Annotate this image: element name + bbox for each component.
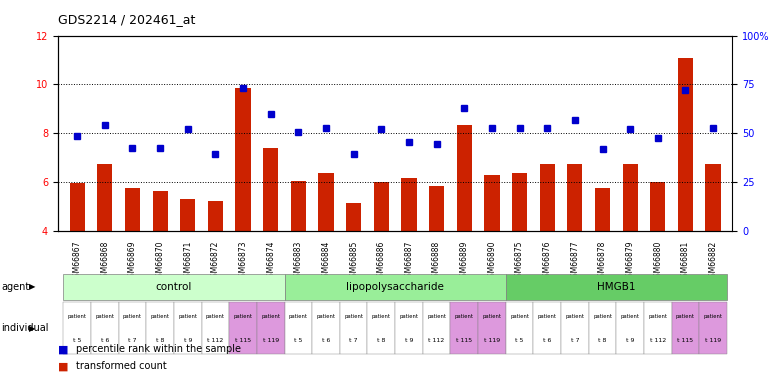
- Bar: [208, 201, 223, 231]
- Text: ■: ■: [58, 361, 69, 371]
- Text: t 9: t 9: [405, 338, 413, 343]
- Bar: [567, 164, 582, 231]
- Text: patient: patient: [565, 314, 584, 319]
- Text: patient: patient: [289, 314, 308, 319]
- Text: patient: patient: [178, 314, 197, 319]
- Bar: [318, 173, 334, 231]
- Text: t 119: t 119: [263, 338, 279, 343]
- Text: t 112: t 112: [650, 338, 666, 343]
- Text: t 7: t 7: [349, 338, 358, 343]
- Text: t 5: t 5: [73, 338, 82, 343]
- Text: patient: patient: [372, 314, 391, 319]
- Bar: [69, 183, 85, 231]
- Bar: [97, 164, 113, 231]
- Text: patient: patient: [68, 314, 86, 319]
- Text: t 112: t 112: [429, 338, 445, 343]
- Text: t 5: t 5: [295, 338, 302, 343]
- Bar: [429, 186, 444, 231]
- Bar: [650, 182, 665, 231]
- Text: ▶: ▶: [29, 324, 35, 333]
- Text: lipopolysaccharide: lipopolysaccharide: [346, 282, 444, 292]
- Text: t 6: t 6: [101, 338, 109, 343]
- Bar: [374, 182, 389, 231]
- Text: patient: patient: [593, 314, 612, 319]
- Bar: [512, 173, 527, 231]
- Text: t 6: t 6: [322, 338, 330, 343]
- Text: patient: patient: [344, 314, 363, 319]
- Text: patient: patient: [206, 314, 225, 319]
- Bar: [291, 181, 306, 231]
- Text: patient: patient: [648, 314, 667, 319]
- Text: patient: patient: [483, 314, 501, 319]
- Bar: [705, 164, 721, 231]
- Text: t 119: t 119: [483, 338, 500, 343]
- Bar: [402, 178, 416, 231]
- Text: patient: patient: [427, 314, 446, 319]
- Bar: [484, 175, 500, 231]
- Text: t 5: t 5: [515, 338, 524, 343]
- Text: t 8: t 8: [377, 338, 386, 343]
- Bar: [153, 191, 168, 231]
- Text: t 7: t 7: [571, 338, 579, 343]
- Bar: [456, 124, 472, 231]
- Text: patient: patient: [704, 314, 722, 319]
- Text: control: control: [156, 282, 192, 292]
- Text: t 8: t 8: [156, 338, 164, 343]
- Text: t 8: t 8: [598, 338, 607, 343]
- Text: patient: patient: [455, 314, 473, 319]
- Text: ▶: ▶: [29, 282, 35, 291]
- Bar: [540, 164, 555, 231]
- Text: patient: patient: [537, 314, 557, 319]
- Bar: [595, 188, 610, 231]
- Text: patient: patient: [317, 314, 335, 319]
- Text: t 112: t 112: [207, 338, 224, 343]
- Text: patient: patient: [676, 314, 695, 319]
- Text: t 119: t 119: [705, 338, 721, 343]
- Text: t 115: t 115: [235, 338, 251, 343]
- Text: individual: individual: [2, 323, 49, 333]
- Text: ■: ■: [58, 344, 69, 354]
- Text: patient: patient: [261, 314, 280, 319]
- Bar: [235, 88, 251, 231]
- Bar: [622, 164, 638, 231]
- Text: t 7: t 7: [128, 338, 136, 343]
- Text: transformed count: transformed count: [76, 361, 167, 371]
- Text: GDS2214 / 202461_at: GDS2214 / 202461_at: [58, 13, 195, 26]
- Text: HMGB1: HMGB1: [597, 282, 635, 292]
- Text: t 9: t 9: [183, 338, 192, 343]
- Text: agent: agent: [2, 282, 30, 292]
- Text: t 9: t 9: [626, 338, 635, 343]
- Text: t 6: t 6: [543, 338, 551, 343]
- Bar: [180, 200, 195, 231]
- Bar: [125, 188, 140, 231]
- Text: t 115: t 115: [678, 338, 693, 343]
- Text: patient: patient: [510, 314, 529, 319]
- Text: patient: patient: [96, 314, 114, 319]
- Text: t 115: t 115: [456, 338, 473, 343]
- Text: percentile rank within the sample: percentile rank within the sample: [76, 344, 241, 354]
- Text: patient: patient: [234, 314, 253, 319]
- Bar: [346, 202, 362, 231]
- Text: patient: patient: [123, 314, 142, 319]
- Bar: [678, 58, 693, 231]
- Text: patient: patient: [150, 314, 170, 319]
- Text: patient: patient: [621, 314, 640, 319]
- Bar: [263, 148, 278, 231]
- Text: patient: patient: [399, 314, 419, 319]
